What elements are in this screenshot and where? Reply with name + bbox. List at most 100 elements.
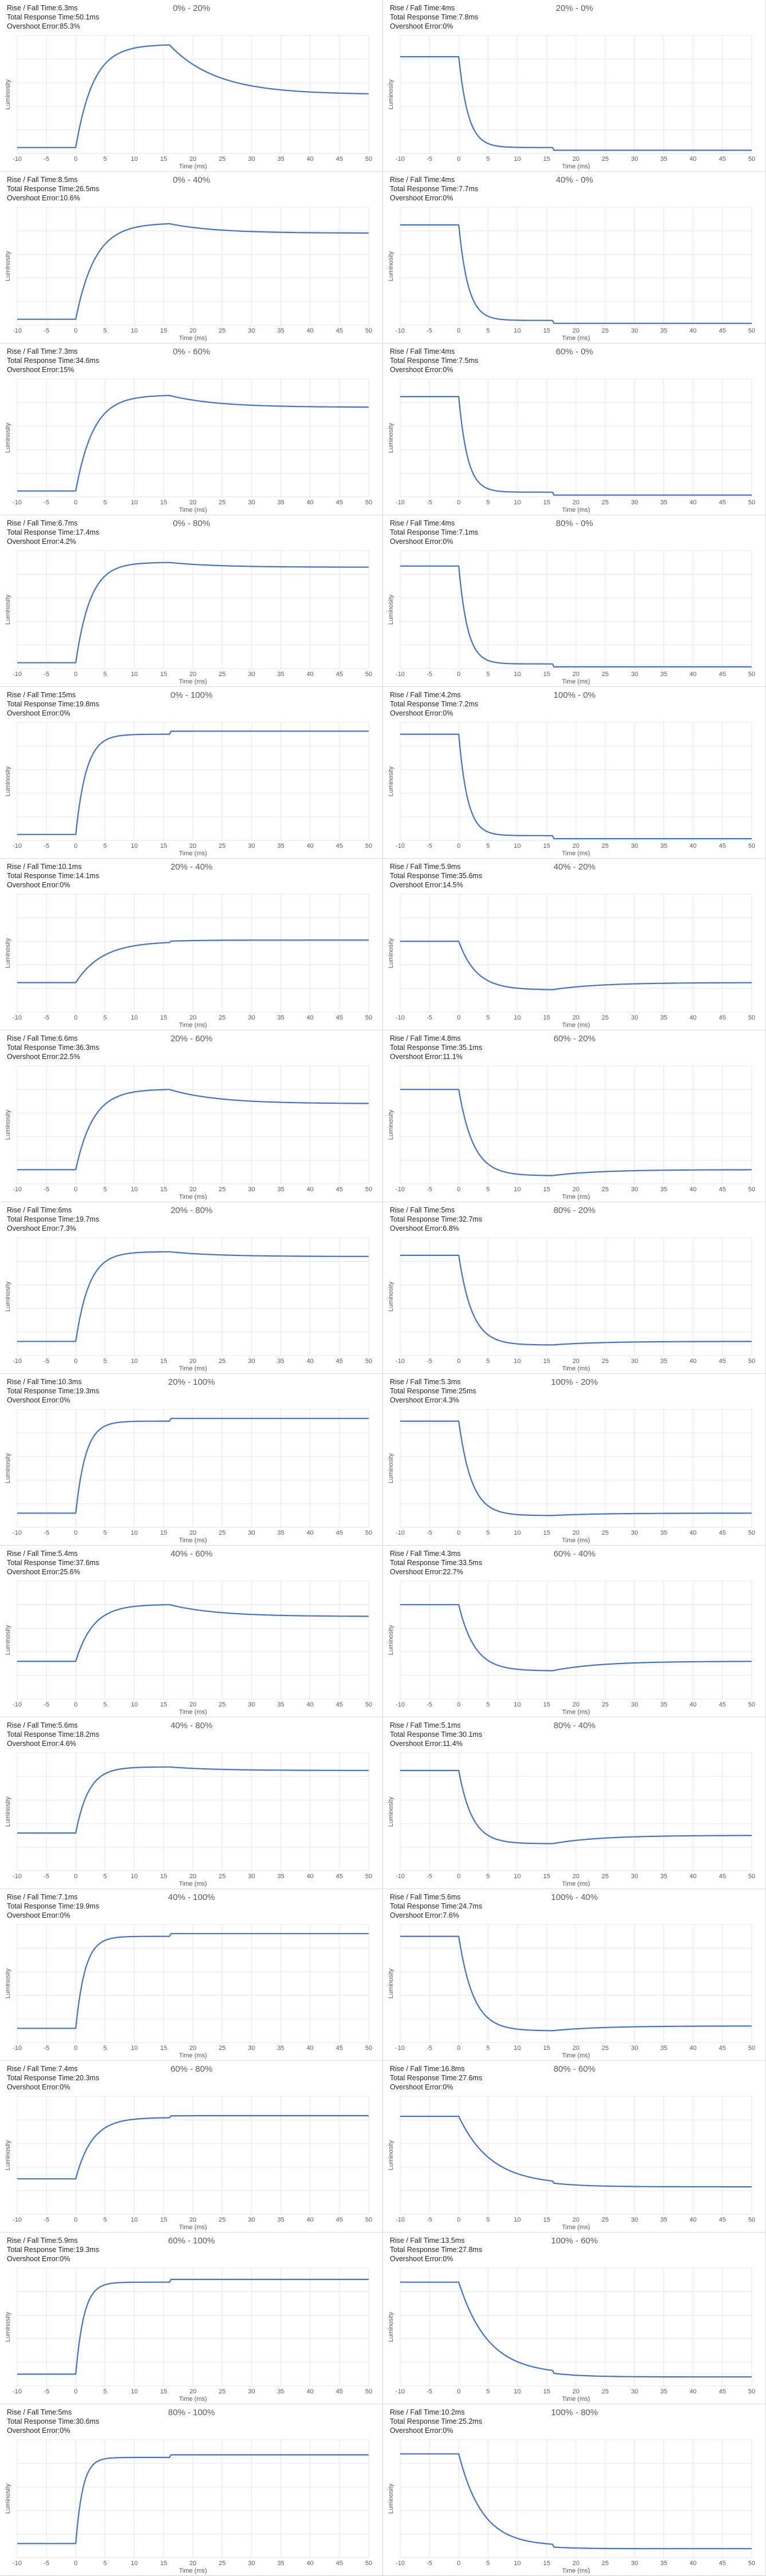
x-tick-label: 15 bbox=[160, 2217, 167, 2223]
luminosity-line bbox=[400, 1935, 752, 2032]
x-tick-label: 25 bbox=[219, 327, 226, 334]
x-tick-label: 5 bbox=[103, 1186, 106, 1193]
chart-panel: Rise / Fall Time:5.6ms Total Response Tim… bbox=[0, 1717, 383, 1889]
overshoot-error: Overshoot Error:11.4% bbox=[390, 1740, 463, 1748]
x-tick-label: 5 bbox=[103, 843, 106, 850]
x-tick-label: 0 bbox=[457, 156, 460, 163]
x-tick-label: 30 bbox=[631, 671, 638, 678]
x-tick-label: 35 bbox=[277, 1014, 284, 1021]
x-tick-label: 35 bbox=[660, 156, 667, 163]
chart-plot: -10 -5 0 5 10 15 20 25 30 35 40 45 50 Time (ms) Lumino… bbox=[388, 1581, 755, 1716]
x-tick-label: 25 bbox=[219, 1701, 226, 1708]
x-tick-label: 20 bbox=[189, 499, 196, 506]
x-tick-label: 0 bbox=[457, 1014, 460, 1021]
x-tick-label: 20 bbox=[572, 156, 579, 163]
chart-panel: Rise / Fall Time:5ms Total Response Time:… bbox=[0, 2404, 383, 2576]
x-axis-label: Time (ms) bbox=[562, 335, 590, 342]
luminosity-line bbox=[17, 1089, 369, 1171]
x-tick-label: 15 bbox=[160, 1701, 167, 1708]
x-tick-label: 40 bbox=[307, 1358, 314, 1365]
x-tick-label: 15 bbox=[160, 499, 167, 506]
stats-block: Rise / Fall Time:5.6ms Total Response Tim… bbox=[390, 1893, 482, 1920]
x-tick-label: 35 bbox=[277, 671, 284, 678]
chart-title: 60% - 80% bbox=[170, 2064, 213, 2074]
chart-plot: -10 -5 0 5 10 15 20 25 30 35 40 45 50 Time (ms) Lumino… bbox=[388, 1752, 755, 1887]
x-tick-label: 40 bbox=[307, 156, 314, 163]
x-tick-label: 40 bbox=[690, 1014, 697, 1021]
stats-block: Rise / Fall Time:4.2ms Total Response Tim… bbox=[390, 690, 478, 718]
y-axis-label: Luminosity bbox=[5, 766, 11, 796]
x-tick-label: 35 bbox=[277, 1701, 284, 1708]
x-tick-label: 0 bbox=[74, 1530, 77, 1536]
x-tick-label: -10 bbox=[13, 1873, 22, 1880]
y-axis-label: Luminosity bbox=[5, 1625, 11, 1655]
x-tick-label: 15 bbox=[543, 2388, 550, 2395]
chart-panel: Rise / Fall Time:10.2ms Total Response Ti… bbox=[383, 2404, 766, 2576]
x-tick-label: -5 bbox=[44, 327, 49, 334]
y-axis-label: Luminosity bbox=[5, 79, 11, 109]
x-tick-label: 35 bbox=[277, 327, 284, 334]
x-tick-label: 20 bbox=[572, 499, 579, 506]
x-tick-label: 0 bbox=[457, 843, 460, 850]
x-tick-label: 25 bbox=[219, 2217, 226, 2223]
x-tick-label: 30 bbox=[631, 2560, 638, 2567]
chart-plot: -10 -5 0 5 10 15 20 25 30 35 40 45 50 Time (ms) Lumino… bbox=[5, 1752, 372, 1887]
stats-block: Rise / Fall Time:6ms Total Response Time:… bbox=[7, 1206, 99, 1233]
x-tick-label: 30 bbox=[248, 1530, 255, 1536]
luminosity-line bbox=[400, 1254, 752, 1346]
x-axis-label: Time (ms) bbox=[562, 2052, 590, 2059]
x-tick-label: 50 bbox=[748, 843, 755, 850]
x-tick-label: 10 bbox=[514, 499, 521, 506]
x-tick-label: 15 bbox=[543, 843, 550, 850]
x-axis-label: Time (ms) bbox=[179, 1022, 207, 1029]
total-response-time: Total Response Time:19.3ms bbox=[7, 2246, 100, 2254]
x-tick-label: 10 bbox=[131, 327, 138, 334]
x-tick-label: 40 bbox=[307, 1701, 314, 1708]
x-tick-label: 5 bbox=[103, 499, 106, 506]
x-tick-label: 40 bbox=[690, 1873, 697, 1880]
x-axis-label: Time (ms) bbox=[562, 1194, 590, 1200]
stats-block: Rise / Fall Time:6.7ms Total Response Tim… bbox=[7, 519, 99, 546]
stats-block: Rise / Fall Time:15ms Total Response Time… bbox=[7, 690, 99, 718]
y-axis-label: Luminosity bbox=[388, 2483, 394, 2514]
x-tick-label: 0 bbox=[457, 1873, 460, 1880]
x-tick-label: -10 bbox=[13, 499, 22, 506]
rise-fall-time: Rise / Fall Time:5.1ms bbox=[390, 1721, 461, 1729]
x-tick-label: 10 bbox=[131, 156, 138, 163]
x-tick-label: 45 bbox=[719, 1530, 726, 1536]
chart-plot: -10 -5 0 5 10 15 20 25 30 35 40 45 50 Time (ms) Lumino… bbox=[388, 1237, 755, 1372]
x-tick-label: 30 bbox=[248, 499, 255, 506]
x-tick-label: 40 bbox=[307, 1873, 314, 1880]
rise-fall-time: Rise / Fall Time:8.5ms bbox=[7, 176, 78, 184]
luminosity-line bbox=[17, 1604, 369, 1662]
chart-panel: Rise / Fall Time:7.1ms Total Response Tim… bbox=[0, 1889, 383, 2061]
chart-panel: Rise / Fall Time:4.8ms Total Response Tim… bbox=[383, 1030, 766, 1202]
x-tick-label: -10 bbox=[13, 2045, 22, 2052]
x-tick-label: 15 bbox=[543, 2217, 550, 2223]
stats-block: Rise / Fall Time:7.1ms Total Response Tim… bbox=[7, 1893, 99, 1920]
y-axis-label: Luminosity bbox=[388, 1968, 394, 1998]
x-tick-label: 5 bbox=[486, 2388, 489, 2395]
x-tick-label: -10 bbox=[13, 1358, 22, 1365]
x-tick-label: 50 bbox=[748, 1186, 755, 1193]
x-tick-label: 40 bbox=[690, 1530, 697, 1536]
x-axis-label: Time (ms) bbox=[562, 850, 590, 857]
x-tick-label: 5 bbox=[486, 1530, 489, 1536]
x-tick-label: 25 bbox=[219, 499, 226, 506]
x-tick-label: 5 bbox=[486, 1186, 489, 1193]
x-tick-label: -10 bbox=[13, 1014, 22, 1021]
x-tick-label: 0 bbox=[74, 1873, 77, 1880]
x-tick-label: 40 bbox=[690, 327, 697, 334]
x-tick-label: 5 bbox=[486, 843, 489, 850]
x-tick-label: 0 bbox=[74, 2217, 77, 2223]
rise-fall-time: Rise / Fall Time:13.5ms bbox=[390, 2237, 465, 2245]
chart-panel: Rise / Fall Time:10.1ms Total Response Ti… bbox=[0, 859, 383, 1030]
x-tick-label: -10 bbox=[13, 156, 22, 163]
overshoot-error: Overshoot Error:0% bbox=[7, 2083, 70, 2091]
x-tick-label: 15 bbox=[543, 2560, 550, 2567]
x-tick-label: 35 bbox=[277, 1358, 284, 1365]
chart-title: 0% - 20% bbox=[172, 3, 211, 13]
x-axis-label: Time (ms) bbox=[562, 2567, 590, 2574]
x-tick-label: 10 bbox=[131, 1358, 138, 1365]
x-tick-label: 10 bbox=[131, 1186, 138, 1193]
